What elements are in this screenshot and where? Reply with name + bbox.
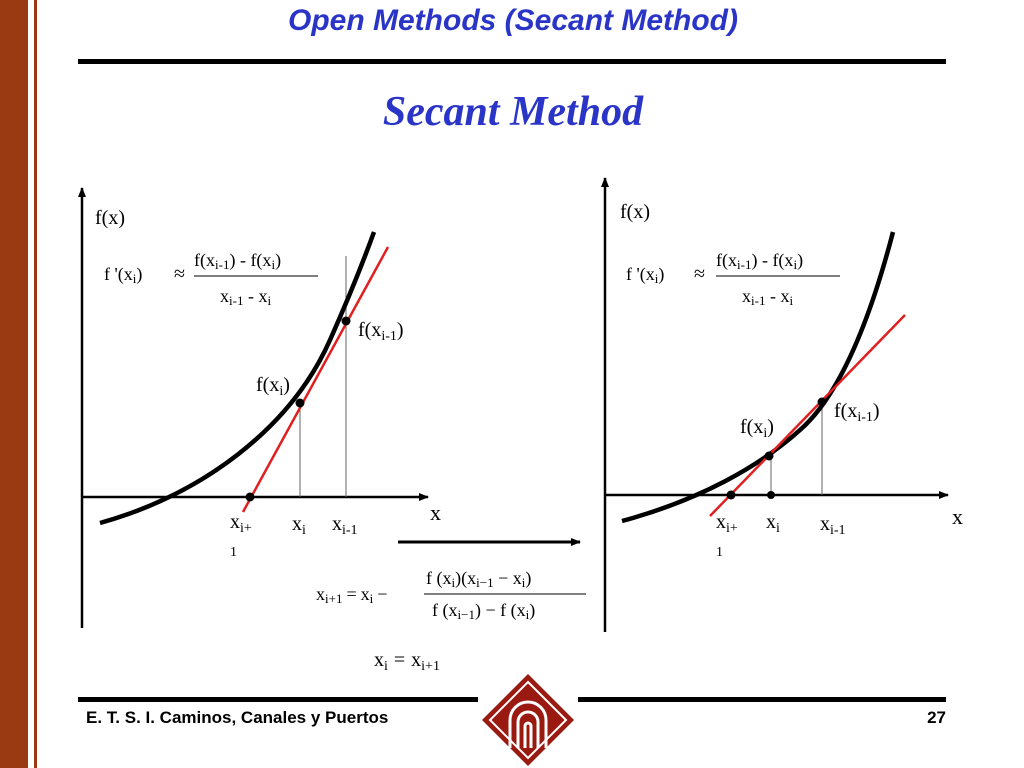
right-graph: f(x) f '(xi) ≈ f(xi-1) - f(xi) xi-1 - xi… [601,177,963,632]
svg-text:f(xi-1) - f(xi): f(xi-1) - f(xi) [194,250,281,272]
right-point-fxim1 [817,397,827,407]
left-tick-xim1: xi-1 [332,513,358,538]
right-secant-line [709,314,906,517]
side-bar [0,0,31,768]
right-tick-xip1: xi+ [716,511,738,536]
side-line [34,0,37,768]
svg-text:≈: ≈ [174,263,185,285]
right-x-label: x [952,504,963,529]
svg-text:f (xi−1) − f (xi): f (xi−1) − f (xi) [432,600,535,622]
left-point-fxim1 [341,316,351,326]
left-fx-label: f(x) [95,207,125,229]
left-tick-xi: xi [292,513,306,538]
right-tick-xim1: xi-1 [820,513,846,538]
left-x-label: x [430,500,441,525]
svg-text:f (xi)(xi−1 − xi): f (xi)(xi−1 − xi) [426,568,531,590]
university-seal-icon [482,674,574,766]
svg-text:f '(xi): f '(xi) [626,264,664,286]
right-curve [621,231,896,524]
page-number: 27 [927,708,946,727]
svg-text:xi+1=xi−: xi+1 = xi − [316,584,387,606]
header-rule [78,59,946,64]
right-point-xi-axis [767,491,775,499]
right-point-xip1 [726,490,736,500]
right-label-fxim1: f(xi-1) [834,400,880,425]
header-title: Open Methods (Secant Method) [288,4,738,37]
right-point-fxi [764,451,774,461]
right-tick-xip1-one: 1 [716,545,723,560]
left-deriv-formula: f '(xi) ≈ f(xi-1) - f(xi) xi-1 - xi [104,250,318,308]
right-label-fxi: f(xi) [740,416,774,441]
right-fx-label: f(x) [620,201,650,223]
left-tick-xip1: xi+ [230,511,252,536]
left-label-fxi: f(xi) [256,374,290,399]
left-label-fxim1: f(xi-1) [358,319,404,344]
footer-institution: E. T. S. I. Caminos, Canales y Puertos [86,708,389,727]
svg-text:f '(xi): f '(xi) [104,264,142,286]
iteration-update: xi = xi+1 [374,649,440,674]
right-deriv-formula: f '(xi) ≈ f(xi-1) - f(xi) xi-1 - xi [626,250,840,308]
footer-rule-right [578,697,946,702]
slide-subtitle: Secant Method [382,89,644,135]
left-point-xip1 [245,492,255,502]
footer-rule-left [78,697,478,702]
right-tick-xi: xi [766,511,780,536]
left-tick-xip1-one: 1 [230,545,237,560]
left-graph: f(x) f '(xi) ≈ f(xi-1) - f(xi) xi-1 - xi… [78,187,441,628]
left-point-fxi [295,398,305,408]
svg-text:≈: ≈ [694,263,705,285]
left-secant-line [241,246,390,513]
svg-text:f(xi-1) - f(xi): f(xi-1) - f(xi) [716,250,803,272]
svg-text:xi-1 - xi: xi-1 - xi [220,286,271,308]
secant-update-formula: xi+1 = xi − f (xi)(xi−1 − xi) f (xi−1) − f … [316,568,586,622]
left-curve [99,231,377,526]
svg-text:xi-1 - xi: xi-1 - xi [742,286,793,308]
